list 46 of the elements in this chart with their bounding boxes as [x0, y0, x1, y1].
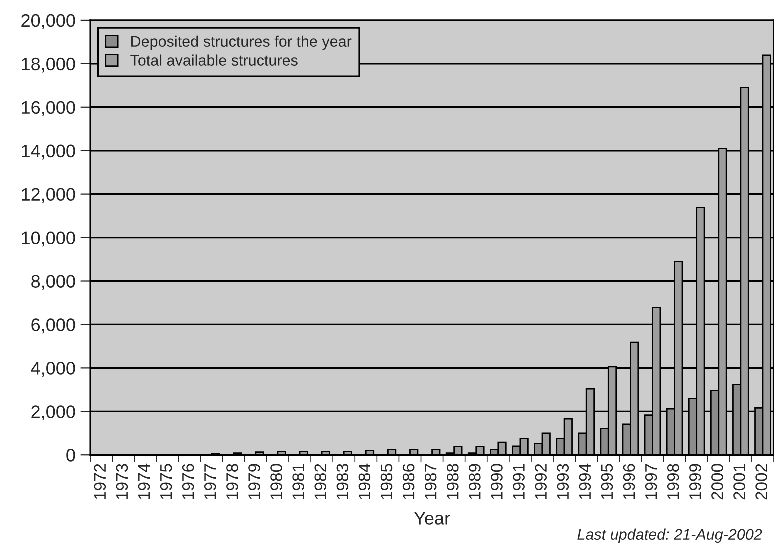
y-tick-label: 2,000: [32, 406, 76, 421]
y-tick-label: 16,000: [22, 101, 76, 116]
x-tick-label: 1986: [402, 464, 415, 500]
y-tick-label: 14,000: [22, 144, 76, 160]
x-tick-label: 1996: [623, 464, 636, 500]
x-tick-label: 2001: [734, 464, 746, 500]
x-tick-label: 1995: [601, 464, 614, 500]
x-tick-label: 1987: [424, 464, 437, 500]
x-tick-label: 1980: [270, 464, 282, 500]
x-tick-label: 1979: [248, 464, 260, 500]
text: Last updated: 21-Aug-2002: [578, 528, 762, 544]
y-tick-label: 0: [66, 449, 76, 462]
x-tick-label: 1997: [645, 464, 658, 500]
y-tick-label: 18,000: [22, 58, 76, 73]
x-tick-label: 1976: [182, 464, 194, 500]
x-tick-label: 1982: [314, 464, 327, 500]
x-tick-label: 1988: [446, 464, 459, 500]
x-tick-label: 1974: [138, 464, 150, 500]
y-tick-label: 8,000: [32, 275, 76, 290]
x-tick-label: 1998: [667, 464, 680, 500]
y-tick-label: 4,000: [31, 362, 76, 378]
x-tick-label: 1972: [94, 464, 106, 500]
x-tick-label: 1977: [204, 464, 216, 500]
x-tick-label: 2000: [712, 464, 724, 500]
x-tick-label: 1985: [380, 464, 393, 500]
x-tick-label: 1975: [160, 464, 172, 500]
y-tick-label: 6,000: [32, 318, 76, 334]
x-tick-label: 1990: [491, 464, 503, 500]
x-tick-label: 1983: [336, 464, 349, 500]
x-tick-label: 1989: [469, 464, 481, 500]
x-tick-label: 2002: [756, 464, 768, 500]
x-tick-label: 1991: [513, 464, 525, 500]
x-tick-label: 1993: [557, 464, 570, 500]
y-tick-label: 12,000: [22, 188, 76, 204]
y-tick-label: 20,000: [22, 14, 76, 30]
legend-label: Deposited structures for the year: [132, 36, 352, 50]
x-tick-label: 1999: [690, 464, 702, 500]
x-tick-label: 1994: [579, 464, 592, 500]
y-tick-label: 10,000: [22, 232, 76, 247]
x-tick-label: 1973: [116, 464, 128, 500]
x-tick-label: 1984: [358, 464, 371, 500]
legend-label: Total available structures: [130, 54, 298, 66]
x-tick-label: 1981: [292, 464, 304, 500]
x-axis-title: Year: [414, 512, 450, 525]
x-tick-label: 1992: [535, 464, 547, 500]
x-tick-label: 1978: [226, 464, 238, 500]
